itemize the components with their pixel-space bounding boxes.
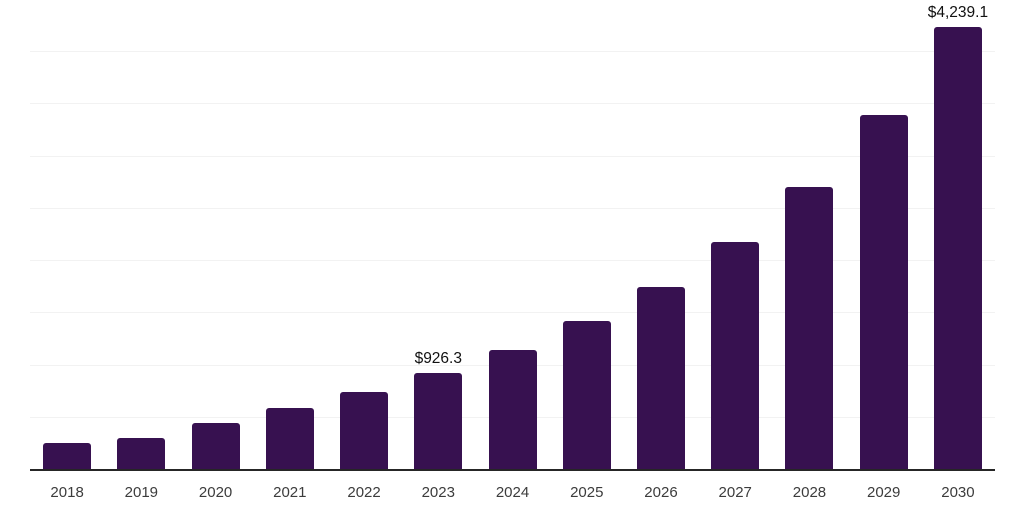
- bar-2030: [933, 27, 982, 470]
- bar-2028: [785, 186, 834, 470]
- bar-2023: [414, 373, 463, 470]
- bar-slot-2023: $926.3: [401, 0, 475, 470]
- gridline-1500: [30, 312, 995, 314]
- x-tick-2024: 2024: [495, 484, 530, 501]
- bar-2025: [562, 321, 611, 470]
- bar-2024: [488, 350, 537, 470]
- data-label-2023: $926.3: [414, 349, 462, 367]
- gridline-4000: [30, 51, 995, 53]
- gridline-3500: [30, 103, 995, 105]
- bar-slot-2028: [772, 0, 846, 470]
- bar-2018: [43, 443, 92, 470]
- bars: $926.3 $4,239.1: [30, 0, 995, 470]
- x-tick-2027: 2027: [718, 484, 752, 501]
- bar-2026: [636, 287, 685, 470]
- x-tick-2028: 2028: [792, 484, 827, 501]
- x-axis-line: [30, 469, 995, 471]
- bar-slot-2024: [475, 0, 549, 470]
- bar-2027: [711, 242, 760, 470]
- bar-slot-2022: [327, 0, 401, 470]
- gridline-2500: [30, 207, 995, 209]
- bar-2019: [117, 437, 166, 470]
- bar-2021: [265, 407, 314, 470]
- x-tick-2022: 2022: [347, 484, 381, 501]
- bar-slot-2019: [104, 0, 178, 470]
- plot-area: $926.3 $4,239.1: [30, 0, 995, 471]
- bar-slot-2025: [550, 0, 624, 470]
- gridline-3000: [30, 155, 995, 157]
- x-tick-2025: 2025: [570, 484, 604, 501]
- x-tick-2019: 2019: [124, 484, 159, 501]
- x-tick-2029: 2029: [867, 484, 901, 501]
- x-tick-2021: 2021: [273, 484, 307, 501]
- bar-slot-2029: [847, 0, 921, 470]
- bar-slot-2030: $4,239.1: [921, 0, 995, 470]
- bar-slot-2027: [698, 0, 772, 470]
- bar-slot-2020: [178, 0, 252, 470]
- x-tick-2026: 2026: [644, 484, 678, 501]
- bar-slot-2021: [253, 0, 327, 470]
- x-axis-labels: 2018 2019 2020 2021 2022 2023 2024 2025 2026 2027…: [30, 484, 995, 502]
- x-tick-2030: 2030: [941, 484, 975, 501]
- bar-2022: [340, 391, 389, 470]
- x-tick-2018: 2018: [50, 484, 84, 501]
- x-tick-2023: 2023: [421, 484, 455, 501]
- x-tick-2020: 2020: [198, 484, 233, 501]
- bar-slot-2026: [624, 0, 698, 470]
- gridline-2000: [30, 260, 995, 262]
- bar-2020: [191, 423, 240, 470]
- data-label-2030: $4,239.1: [927, 3, 989, 21]
- bar-slot-2018: [30, 0, 104, 470]
- bar-2029: [859, 114, 908, 470]
